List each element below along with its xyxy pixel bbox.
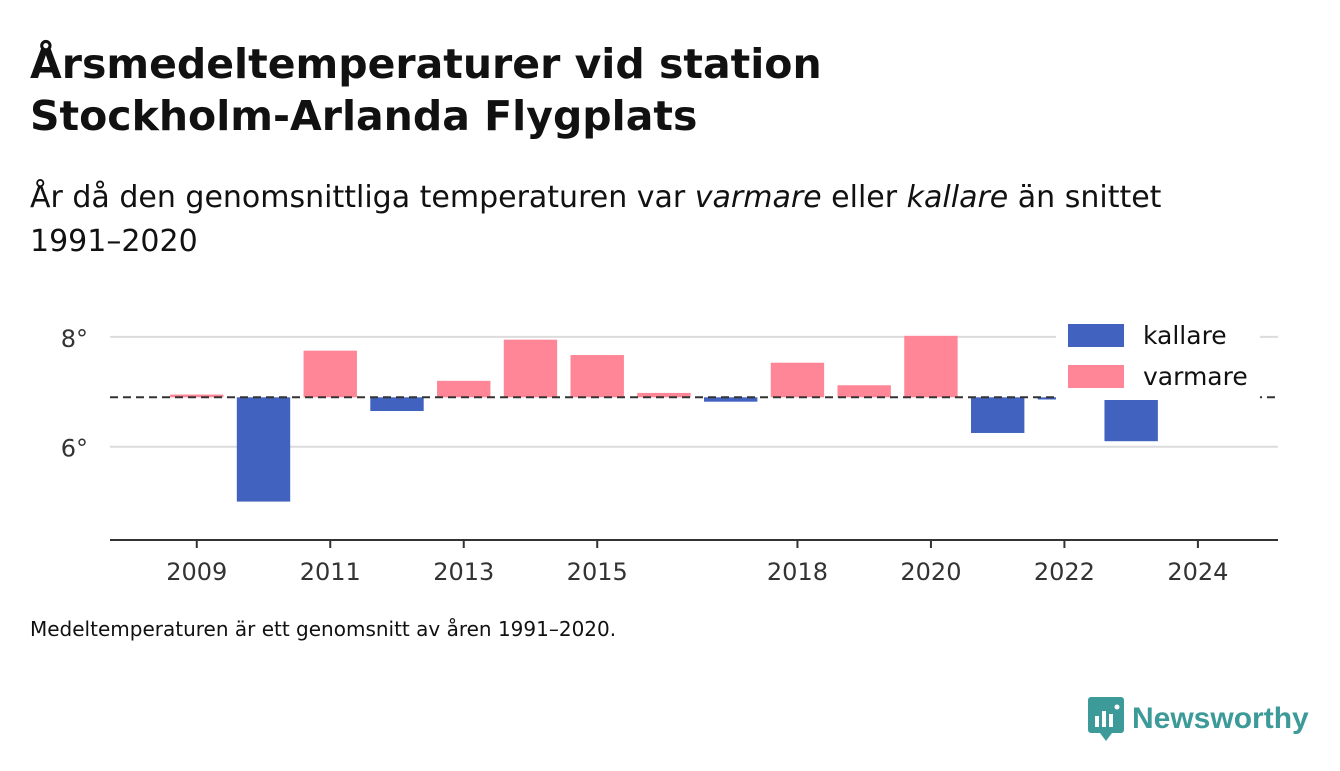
brand-logo[interactable]: Newsworthy	[1088, 697, 1309, 741]
chart-subtitle: År då den genomsnittliga temperaturen va…	[30, 176, 1250, 264]
y-tick-label-8: 8°	[61, 325, 88, 353]
y-tick-label-6: 6°	[61, 435, 88, 463]
chart-title: Årsmedeltemperaturer vid station Stockho…	[30, 38, 1030, 142]
bar-2019	[837, 385, 891, 398]
legend-label-varmare: varmare	[1143, 362, 1248, 391]
bar-2023	[1104, 397, 1158, 442]
subtitle-part-3: än snittet 1991–2020	[30, 180, 1162, 259]
bar-2021	[970, 397, 1025, 433]
legend-label-kallare: kallare	[1143, 321, 1227, 350]
subtitle-part-1: År då den genomsnittliga temperaturen va…	[30, 180, 695, 215]
bar-2020	[904, 335, 958, 398]
bar-chart-speech-bubble-icon	[1088, 697, 1124, 741]
subtitle-cold-word: kallare	[906, 180, 1009, 215]
bar-2016	[637, 392, 691, 398]
bar-2015	[570, 355, 624, 398]
bar-2013	[437, 380, 491, 398]
x-tick-label-2020: 2020	[900, 558, 961, 586]
x-tick-label-2015: 2015	[567, 558, 628, 586]
bar-2017	[704, 397, 758, 402]
chart-title-line-2: Stockholm-Arlanda Flygplats	[30, 92, 698, 140]
chart-title-line-1: Årsmedeltemperaturer vid station	[30, 40, 822, 88]
legend-swatch-varmare	[1068, 365, 1124, 388]
bar-chart: 2009 2011 2013 2015 2018 2020 2022 2024 6° 8° ka…	[60, 316, 1278, 586]
bar-2018	[770, 362, 825, 398]
x-axis: 2009 2011 2013 2015 2018 2020 2022 2024	[110, 539, 1278, 586]
bar-2010	[236, 397, 291, 502]
x-tick-label-2011: 2011	[300, 558, 361, 586]
legend: kallare varmare	[1056, 316, 1260, 400]
legend-swatch-kallare	[1068, 324, 1124, 347]
x-tick-label-2022: 2022	[1034, 558, 1095, 586]
y-axis-ticks: 6° 8°	[61, 325, 88, 463]
bar-2009	[170, 394, 224, 398]
x-tick-label-2024: 2024	[1167, 558, 1228, 586]
footnote: Medeltemperaturen är ett genomsnitt av å…	[30, 617, 617, 641]
bar-2012	[370, 397, 424, 412]
brand-name: Newsworthy	[1132, 702, 1309, 735]
bar-2011	[303, 350, 357, 398]
subtitle-part-2: eller	[821, 180, 907, 215]
subtitle-warm-word: varmare	[694, 180, 822, 215]
bar-2014	[503, 339, 558, 398]
x-tick-label-2018: 2018	[767, 558, 828, 586]
bars	[170, 335, 1225, 502]
x-tick-label-2009: 2009	[166, 558, 227, 586]
x-tick-label-2013: 2013	[433, 558, 494, 586]
